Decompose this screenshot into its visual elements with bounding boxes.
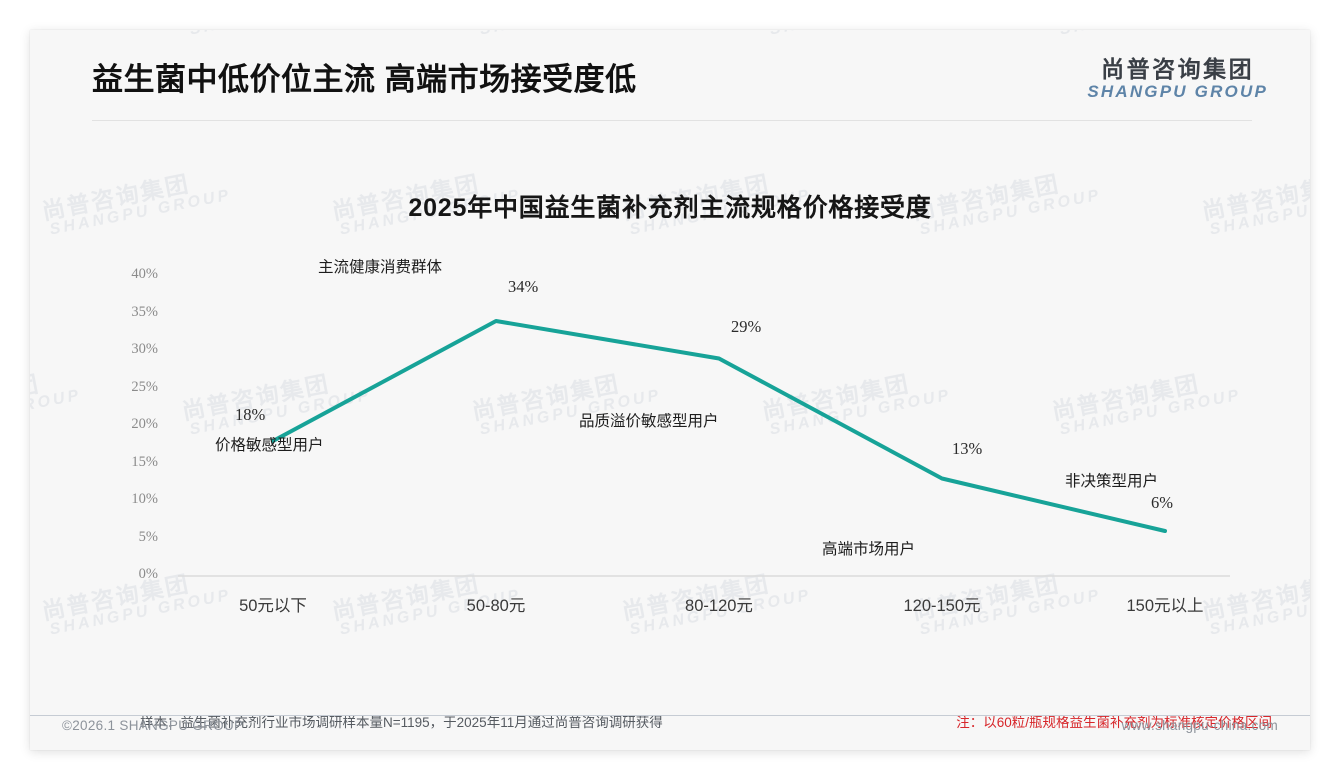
y-axis-tick-label: 0% [138, 566, 158, 582]
chart-plot-area: 40% 35% 30% 25% 20% 15% 10% 5% 0% 50元以下 50-80元 80-1… [30, 30, 1310, 750]
y-axis-tick-label: 10% [131, 491, 158, 507]
x-axis-tick-label: 50-80元 [466, 597, 526, 615]
series-line [271, 319, 1167, 533]
brand-name-cn: 尚普咨询集团 [1101, 56, 1255, 82]
data-value-label: 18% [235, 405, 266, 424]
x-axis-tick-label: 80-120元 [685, 597, 753, 615]
sample-note: 样本：益生菌补充剂行业市场调研样本量N=1195，于2025年11月通过尚普咨询… [140, 715, 663, 730]
point-annotation-label: 主流健康消费群体 [318, 259, 443, 276]
website-link[interactable]: www.shangpu-china.com [1121, 718, 1278, 733]
y-axis-tick-label: 40% [131, 266, 158, 282]
y-axis-tick-label: 20% [131, 416, 158, 432]
red-note: 注：以60粒/瓶规格益生菌补充剂为标准核定价格区间 [956, 715, 1272, 730]
page-title: 益生菌中低价位主流 高端市场接受度低 [92, 62, 637, 97]
point-annotation-label: 品质溢价敏感型用户 [579, 412, 719, 430]
data-value-label: 6% [1151, 493, 1173, 512]
y-axis-tick-label: 25% [131, 378, 158, 395]
data-value-label: 29% [731, 316, 762, 336]
footer-divider [30, 715, 1310, 716]
y-axis-tick-label: 15% [131, 453, 158, 470]
x-axis-tick-label: 120-150元 [903, 597, 981, 615]
data-value-label: 34% [508, 277, 539, 296]
header-divider [92, 120, 1252, 121]
chart-svg [178, 319, 1230, 577]
y-axis-tick-label: 35% [131, 303, 158, 320]
brand-name-en: SHANGPU GROUP [1087, 82, 1268, 102]
point-annotation-label: 高端市场用户 [822, 540, 916, 558]
point-annotation-label: 非决策型用户 [1065, 473, 1159, 490]
y-axis-tick-label: 5% [138, 528, 158, 545]
x-axis-tick-label: 150元以上 [1126, 597, 1204, 615]
slide-header: 益生菌中低价位主流 高端市场接受度低 尚普咨询集团 SHANGPU GROUP [30, 30, 1310, 120]
chart-title: 2025年中国益生菌补充剂主流规格价格接受度 [408, 194, 932, 222]
content-card: 尚普咨询集团 SHANGPU GROUP 尚普咨询集团 SHANGPU GROUP 尚普… [30, 30, 1310, 750]
x-axis-tick-label: 50元以下 [239, 597, 307, 615]
data-value-label: 13% [952, 438, 983, 458]
y-axis-tick-label: 30% [131, 341, 158, 357]
brand-logo: 尚普咨询集团 SHANGPU GROUP [1087, 56, 1268, 103]
copyright-text: ©2026.1 SHANGPU GROUP [62, 718, 244, 733]
point-annotation-label: 价格敏感型用户 [215, 437, 324, 454]
